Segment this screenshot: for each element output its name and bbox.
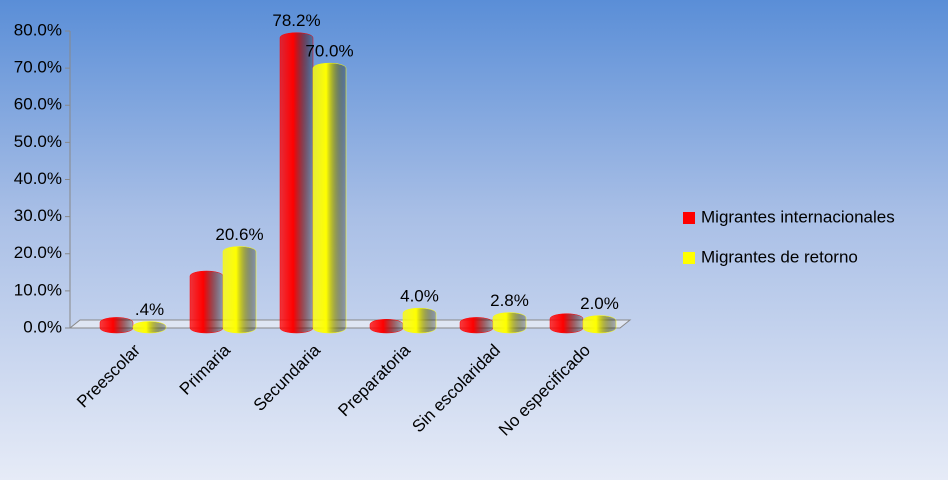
- bar: [279, 32, 314, 334]
- data-label: 70.0%: [305, 42, 353, 61]
- bar: [549, 313, 584, 334]
- data-label: 4.0%: [400, 287, 439, 306]
- y-tick-label: 50.0%: [14, 132, 62, 151]
- y-tick-label: 80.0%: [14, 20, 62, 39]
- legend-label: Migrantes de retorno: [701, 247, 858, 266]
- y-tick-label: 40.0%: [14, 169, 62, 188]
- data-label: .4%: [135, 300, 164, 319]
- bar: [222, 246, 257, 334]
- bar: [312, 62, 347, 334]
- bar: [369, 319, 404, 334]
- y-tick-label: 10.0%: [14, 280, 62, 299]
- bar: [582, 315, 617, 334]
- bar: [99, 317, 134, 334]
- bar: [459, 317, 494, 334]
- bar: [492, 312, 527, 334]
- data-label: 2.0%: [580, 294, 619, 313]
- bar: [189, 270, 224, 334]
- legend-label: Migrantes internacionales: [701, 207, 895, 226]
- data-label: 20.6%: [215, 225, 263, 244]
- data-label: 78.2%: [272, 11, 320, 30]
- bar: [402, 307, 437, 334]
- y-tick-label: 60.0%: [14, 95, 62, 114]
- y-tick-label: 0.0%: [23, 317, 62, 336]
- bar: [132, 321, 167, 334]
- data-label: 2.8%: [490, 291, 529, 310]
- legend-swatch: [683, 252, 695, 264]
- legend-swatch: [683, 212, 695, 224]
- y-tick-label: 30.0%: [14, 206, 62, 225]
- y-tick-label: 20.0%: [14, 243, 62, 262]
- y-tick-label: 70.0%: [14, 58, 62, 77]
